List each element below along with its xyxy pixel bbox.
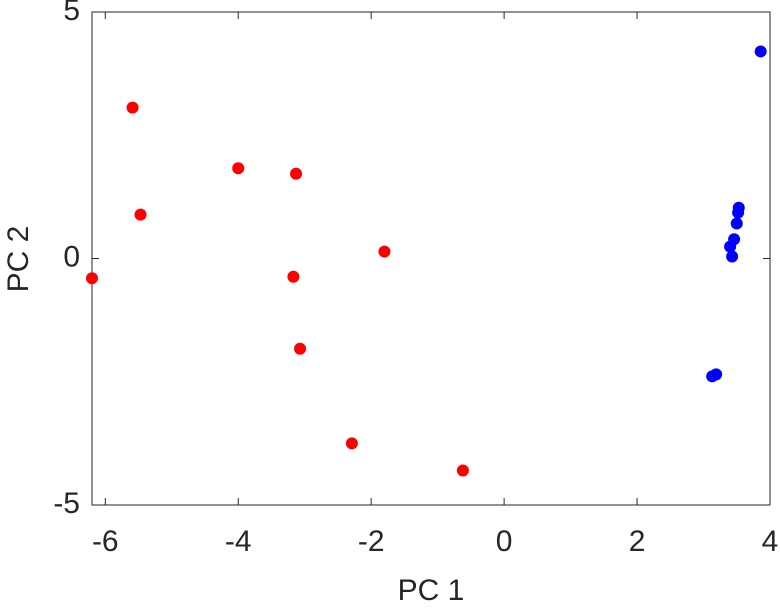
- point: [294, 342, 307, 355]
- y-tick-label: -5: [53, 487, 80, 520]
- point: [724, 240, 737, 253]
- y-axis-label: PC 2: [2, 226, 35, 293]
- point: [456, 464, 469, 477]
- point: [726, 250, 739, 263]
- x-tick-label: 0: [496, 525, 513, 558]
- point: [290, 167, 303, 180]
- point: [378, 245, 391, 258]
- point: [345, 437, 358, 450]
- y-tick-label: 0: [63, 240, 80, 273]
- x-axis-label: PC 1: [398, 574, 465, 607]
- point: [732, 206, 745, 219]
- x-tick-label: -2: [358, 525, 385, 558]
- point: [86, 272, 98, 285]
- y-tick-label: 5: [63, 0, 80, 27]
- point: [754, 45, 767, 58]
- x-tick-label: 4: [762, 525, 779, 558]
- point: [287, 270, 300, 283]
- x-tick-label: -6: [92, 525, 119, 558]
- point: [730, 217, 743, 230]
- x-tick-label: -4: [225, 525, 252, 558]
- point: [134, 208, 147, 221]
- point: [232, 162, 245, 175]
- plot-area: [91, 11, 771, 506]
- point: [126, 101, 139, 114]
- point: [706, 370, 719, 383]
- x-tick-label: 2: [629, 525, 646, 558]
